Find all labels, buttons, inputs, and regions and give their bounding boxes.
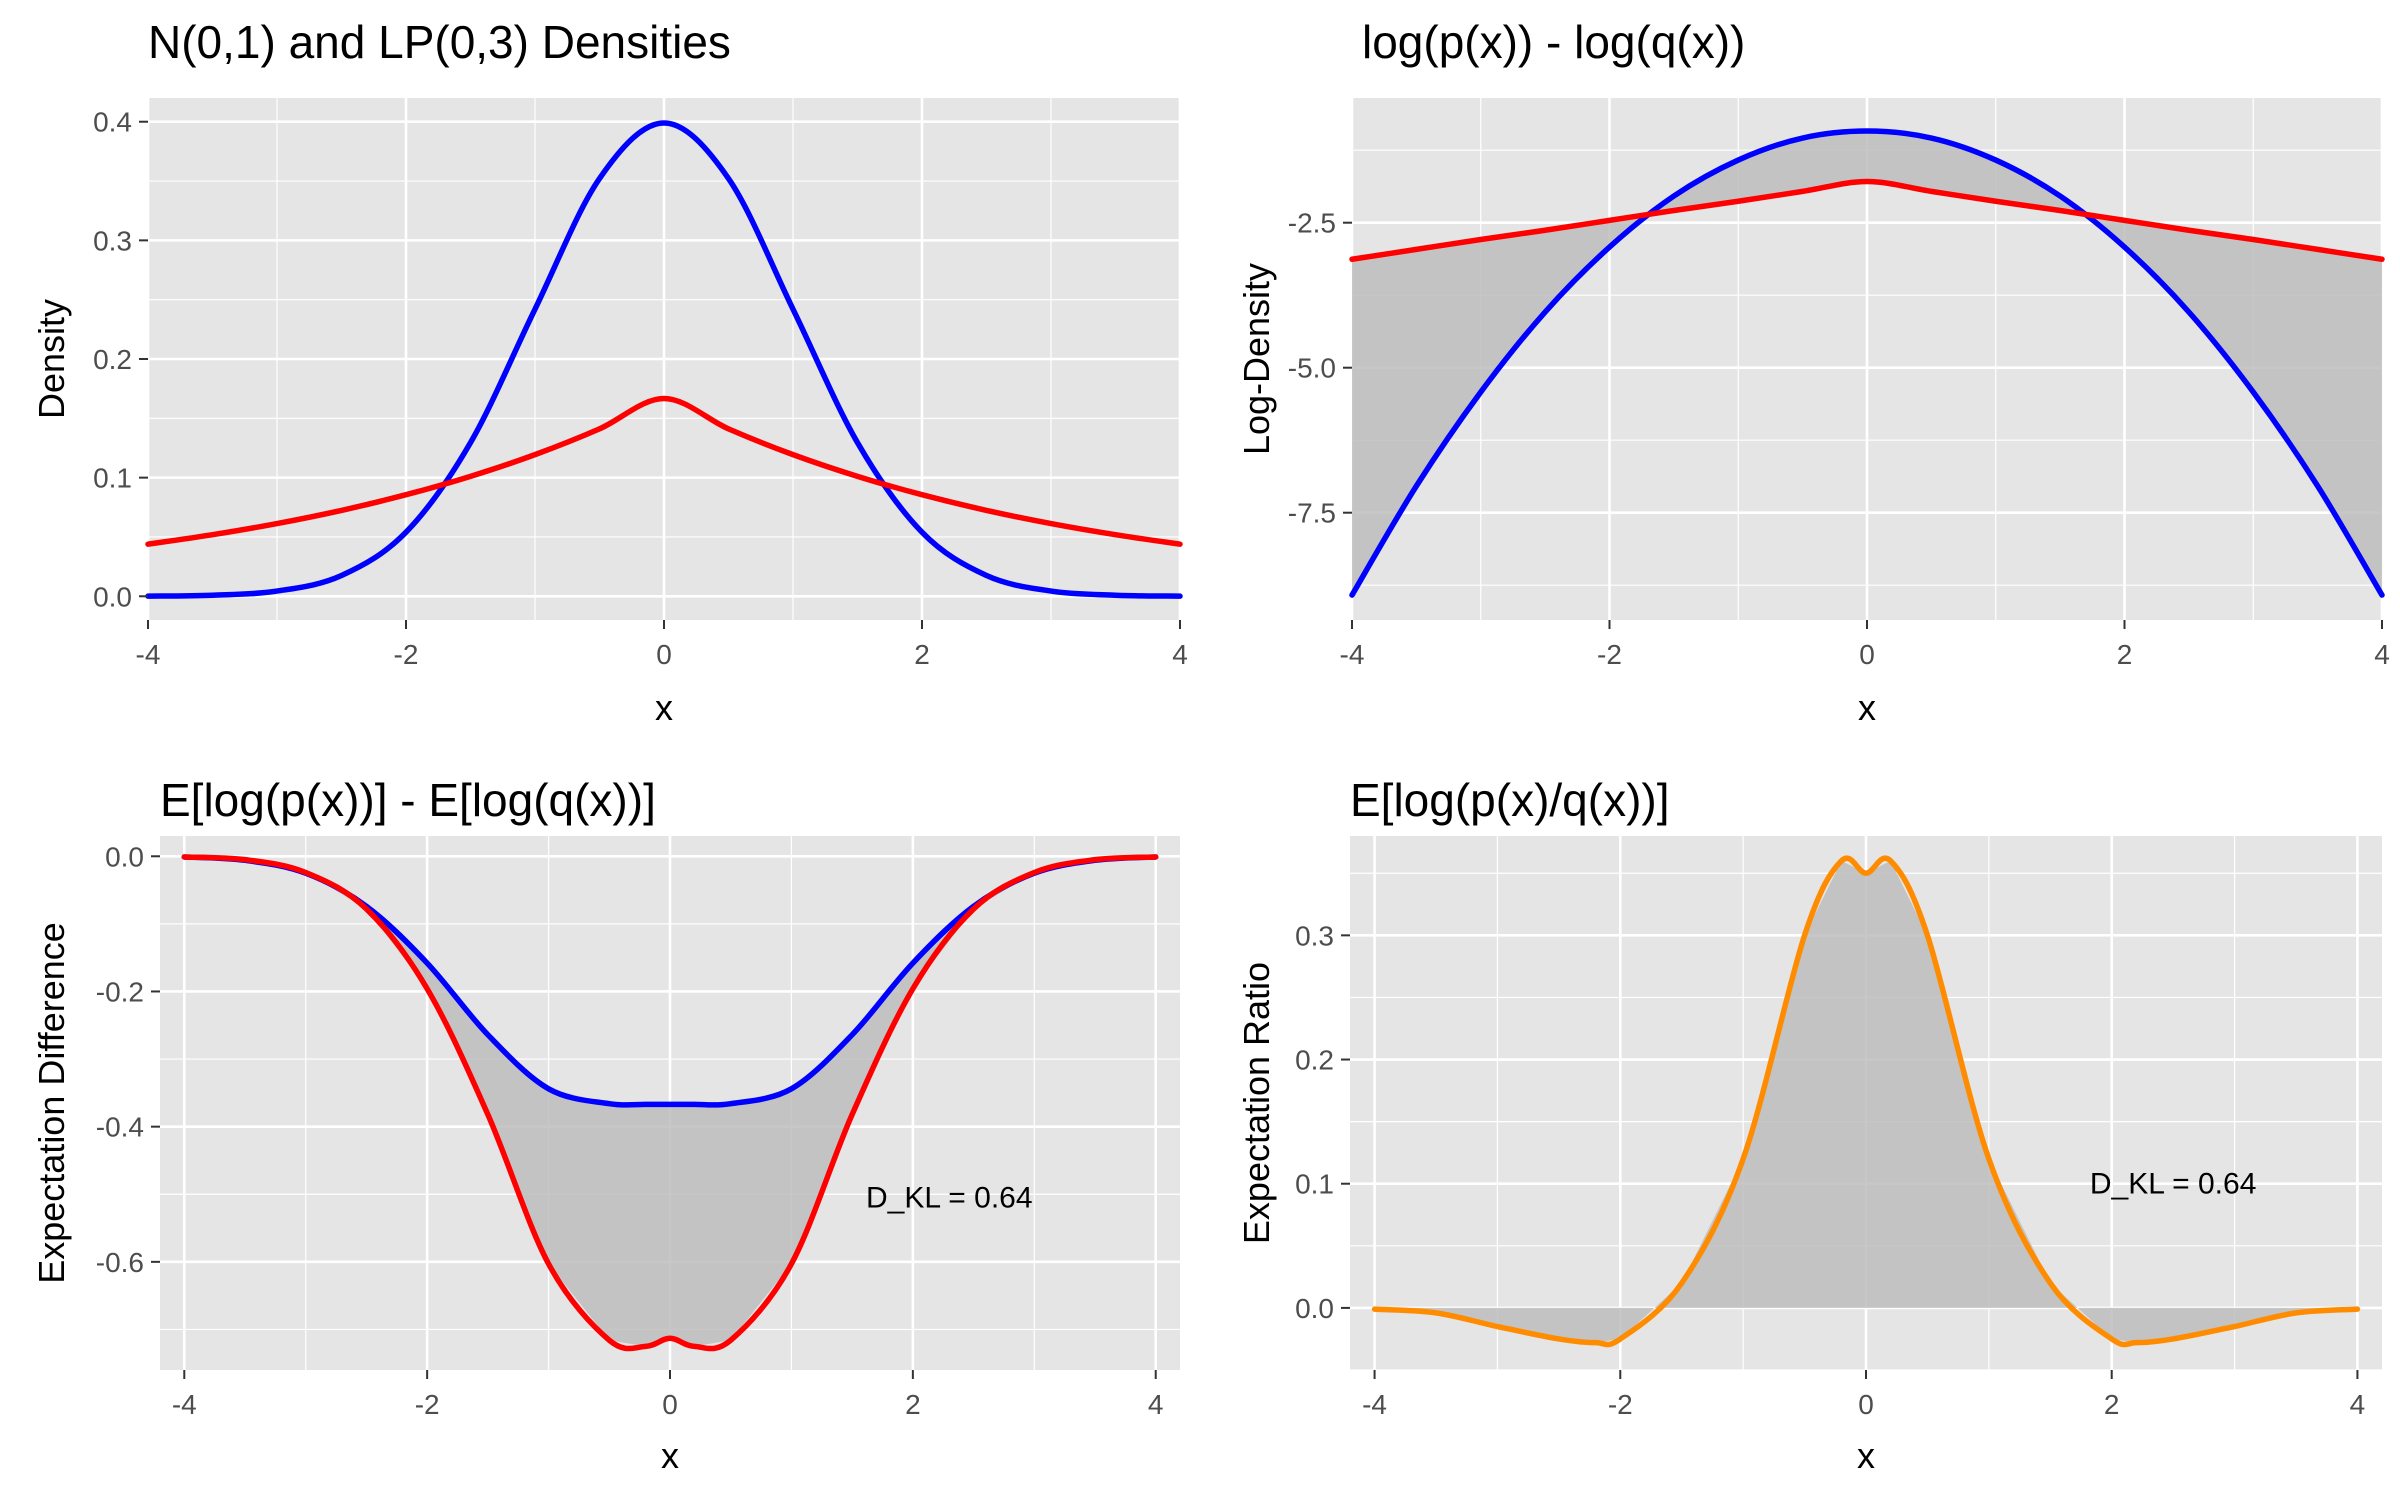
kl-divergence-annotation: D_KL = 0.64 <box>866 1182 1033 1215</box>
x-tick-label: 2 <box>905 1389 921 1420</box>
y-tick-label: 0.2 <box>1295 1045 1334 1076</box>
x-tick-label: 2 <box>2117 639 2133 670</box>
chart-title: N(0,1) and LP(0,3) Densities <box>148 16 731 68</box>
x-tick-label: 2 <box>914 639 930 670</box>
chart-title: log(p(x)) - log(q(x)) <box>1362 16 1745 68</box>
ribbon-area <box>1374 860 2358 1343</box>
chart-panel-log-density: -4 -2 0 2 4 -7.5 -5.0 -2.5 log(p(x)) - log(q(x))… <box>1236 16 2390 728</box>
x-tick-label: -2 <box>1597 639 1622 670</box>
series-line-1 <box>145 120 1183 599</box>
y-tick-label: 0.0 <box>105 841 144 872</box>
series-line-2 <box>181 854 1159 1352</box>
x-tick-label: -4 <box>1362 1389 1387 1420</box>
x-tick-label: 0 <box>1858 1389 1874 1420</box>
y-tick-label: -0.4 <box>96 1112 144 1143</box>
x-tick-label: 4 <box>2374 639 2390 670</box>
y-tick-label: 0.1 <box>1295 1169 1334 1200</box>
y-tick-label: 0.3 <box>93 225 132 256</box>
ribbon-area <box>184 856 1156 1347</box>
series-line-2 <box>145 395 1183 547</box>
y-tick-label: -7.5 <box>1288 498 1336 529</box>
x-tick-label: -4 <box>172 1389 197 1420</box>
x-tick-label: 4 <box>1148 1389 1164 1420</box>
y-tick-label: 0.1 <box>93 463 132 494</box>
x-tick-label: 0 <box>662 1389 678 1420</box>
chart-title: E[log(p(x))] - E[log(q(x))] <box>160 774 656 826</box>
y-axis-label: Expectation Difference <box>31 922 72 1284</box>
y-tick-label: -2.5 <box>1288 208 1336 239</box>
chart-panel-expectation-difference: -4 -2 0 2 4 -0.6 -0.4 -0.2 0.0 E[log(p(x))] - E[l… <box>31 774 1180 1476</box>
series-line-1 <box>1349 128 2385 598</box>
x-tick-label: 0 <box>656 639 672 670</box>
x-tick-label: -2 <box>1608 1389 1633 1420</box>
y-tick-label: -5.0 <box>1288 353 1336 384</box>
kl-divergence-annotation: D_KL = 0.64 <box>2090 1168 2257 1201</box>
x-tick-label: -4 <box>136 639 161 670</box>
y-tick-label: 0.0 <box>1295 1293 1334 1324</box>
chart-title: E[log(p(x)/q(x))] <box>1350 774 1669 826</box>
x-tick-label: -2 <box>394 639 419 670</box>
x-axis-label: x <box>1857 1435 1875 1476</box>
y-axis-label: Density <box>31 299 72 419</box>
series-line-1 <box>1371 855 2361 1348</box>
chart-panel-densities: -4 -2 0 2 4 0.0 0.1 0.2 0.3 0.4 N(0,1) and LP(0,3)… <box>31 16 1188 728</box>
y-axis-label: Expectation Ratio <box>1236 962 1277 1244</box>
chart-panel-expectation-ratio: -4 -2 0 2 4 0.0 0.1 0.2 0.3 E[log(p(x)/q(x))] x Exp… <box>1236 774 2382 1476</box>
x-tick-label: 2 <box>2104 1389 2120 1420</box>
y-tick-label: 0.3 <box>1295 920 1334 951</box>
y-tick-label: -0.6 <box>96 1247 144 1278</box>
y-tick-label: -0.2 <box>96 976 144 1007</box>
y-tick-label: 0.4 <box>93 107 132 138</box>
x-axis-label: x <box>661 1435 679 1476</box>
series-line-2 <box>1349 178 2385 262</box>
y-axis-label: Log-Density <box>1236 263 1277 455</box>
y-tick-label: 0.0 <box>93 581 132 612</box>
x-axis-label: x <box>1858 687 1876 728</box>
x-tick-label: 4 <box>2350 1389 2366 1420</box>
x-tick-label: 4 <box>1172 639 1188 670</box>
x-tick-label: -2 <box>415 1389 440 1420</box>
x-axis-label: x <box>655 687 673 728</box>
x-tick-label: 0 <box>1859 639 1875 670</box>
x-tick-label: -4 <box>1340 639 1365 670</box>
y-tick-label: 0.2 <box>93 344 132 375</box>
